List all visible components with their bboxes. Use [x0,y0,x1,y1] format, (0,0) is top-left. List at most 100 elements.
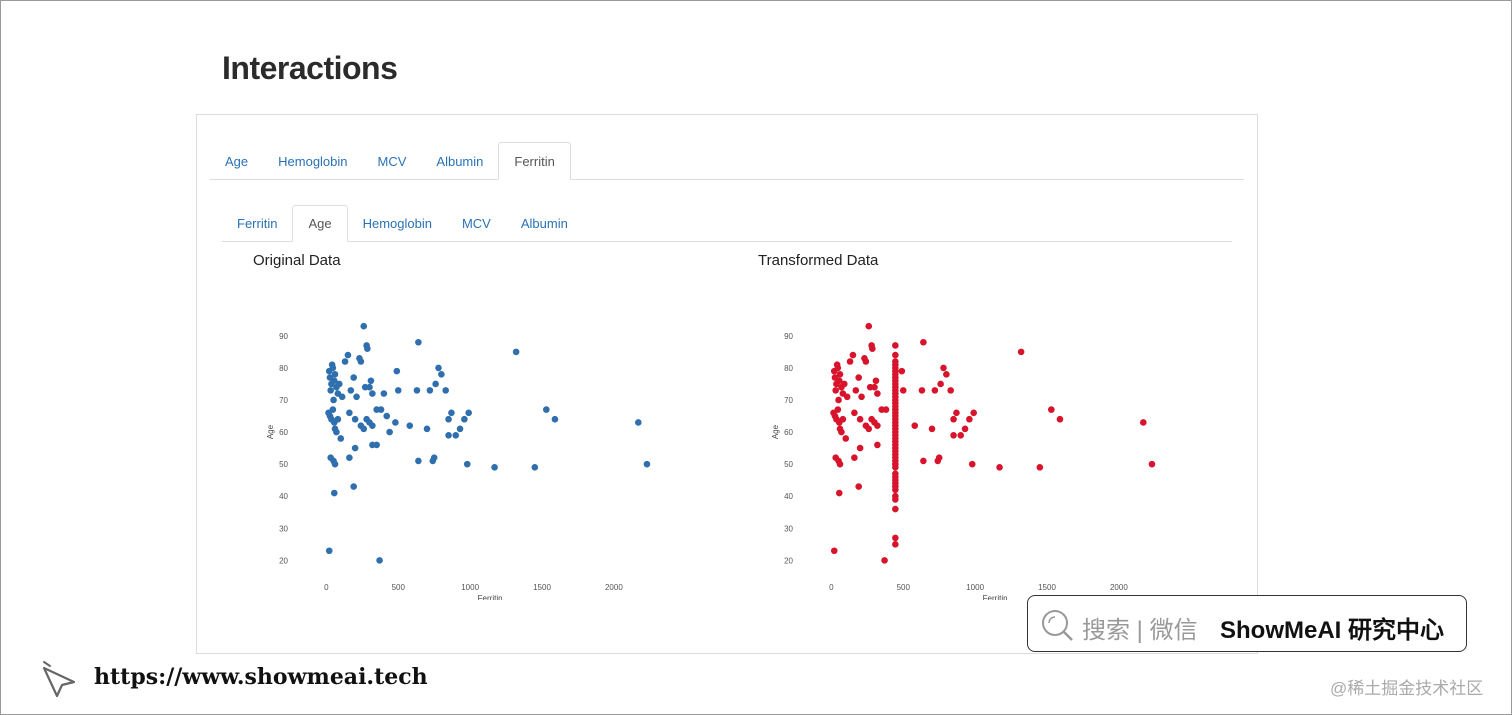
data-point [862,358,870,365]
data-point [947,387,954,394]
data-point [874,422,881,429]
y-tick-label: 50 [784,460,793,469]
data-point [869,345,876,352]
interactions-panel: Age Hemoglobin MCV Albumin Ferritin Ferr… [196,114,1258,654]
data-point [937,380,944,388]
data-point [512,348,520,356]
x-axis-label: Ferritin [983,594,1008,600]
watermark: @稀土掘金技术社区 [1330,679,1484,698]
data-point [892,351,899,359]
data-point [836,371,844,378]
data-point [865,322,873,330]
data-point [445,415,452,423]
data-point [331,460,339,468]
y-axis-label: Age [266,424,275,439]
data-point [1056,415,1064,423]
data-point [957,431,965,439]
x-tick-label: 0 [324,583,329,592]
data-point [364,345,371,352]
data-point [892,342,899,349]
data-point [380,390,388,397]
inner-tab-albumin[interactable]: Albumin [520,216,568,231]
data-point [413,387,421,394]
outer-tab-albumin[interactable]: Albumin [436,154,484,169]
outer-tab-mcv[interactable]: MCV [377,154,407,169]
data-point [373,441,380,449]
inner-tab-age[interactable]: Age [292,205,348,242]
outer-tab-hemoglobin[interactable]: Hemoglobin [278,154,348,169]
outer-tab-age[interactable]: Age [225,154,249,169]
data-point [435,364,442,372]
x-axis-label: Ferritin [478,594,503,600]
data-point [849,351,857,359]
data-point [334,415,342,423]
data-point [935,454,943,462]
outer-tab-ferritin[interactable]: Ferritin [498,142,571,180]
data-point [357,358,365,365]
data-point [1048,406,1055,413]
data-point [543,406,550,413]
data-point [855,374,862,381]
data-point [386,428,393,436]
y-tick-label: 60 [279,428,288,437]
data-point [551,415,559,423]
data-point [337,435,345,442]
data-point [834,364,842,372]
data-point [882,406,890,413]
data-point [448,409,455,417]
data-point [940,364,947,372]
data-point [336,380,343,388]
data-point [393,367,401,375]
data-point [966,415,973,423]
inner-tab-hemoglobin[interactable]: Hemoglobin [362,216,432,231]
data-point [350,374,357,381]
data-point [445,431,452,439]
data-point [996,464,1003,471]
outer-tab-bar: Age Hemoglobin MCV Albumin Ferritin [210,141,1244,180]
data-point [872,377,880,385]
data-point [330,489,338,497]
x-tick-label: 2000 [1110,583,1128,592]
footer-url-link[interactable]: https://www.showmeai.tech [94,664,428,690]
data-point [892,534,899,542]
data-point [329,406,337,413]
page-title: Interactions [222,50,398,86]
y-tick-label: 70 [784,396,793,405]
data-point [341,358,349,365]
data-point [898,367,906,375]
data-point [874,441,881,449]
data-point [918,387,926,394]
data-point [865,425,873,433]
data-point [839,415,847,423]
data-point [452,431,460,439]
y-tick-label: 80 [279,364,288,373]
data-point [1017,348,1025,356]
data-point [442,387,449,394]
cursor-icon [42,661,76,698]
data-point [892,541,899,548]
data-point [851,409,858,417]
transformed-chart-title: Transformed Data [758,252,879,269]
y-tick-label: 50 [279,460,288,469]
data-point [881,557,888,564]
data-point [329,364,337,372]
inner-tab-ferritin[interactable]: Ferritin [237,216,278,231]
y-tick-label: 80 [784,364,793,373]
data-point [856,415,864,423]
data-point [832,387,839,394]
original-scatter-chart: 20 30 40 50 60 70 80 90 0 500 1000 1500 2000 Ferritin… [266,322,651,600]
data-point [856,444,864,452]
data-point [950,415,957,423]
data-point [836,460,844,468]
y-tick-label: 60 [784,428,793,437]
data-point [351,415,359,423]
inner-tab-bar: Ferritin Age Hemoglobin MCV Albumin [222,205,1232,242]
inner-tab-mcv[interactable]: MCV [461,216,491,231]
data-point [360,322,368,330]
data-point [456,425,464,433]
data-point [943,371,950,378]
y-tick-label: 70 [279,396,288,405]
data-point [491,464,498,471]
data-point [347,387,355,394]
y-axis-label: Age [771,424,780,439]
